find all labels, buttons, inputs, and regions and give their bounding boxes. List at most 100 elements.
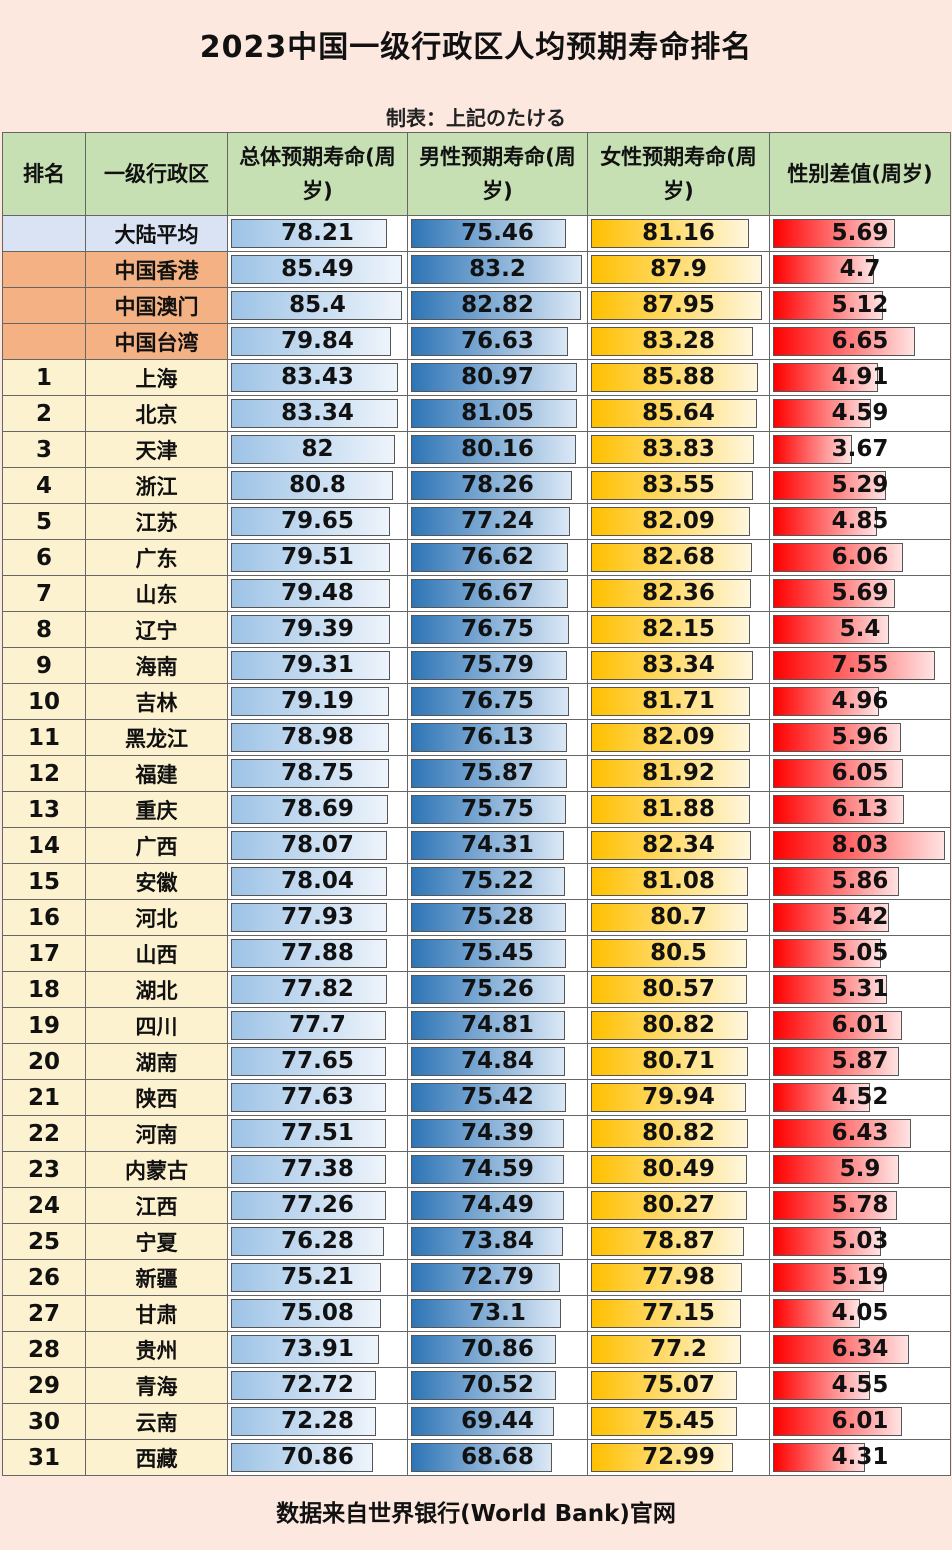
- region-name-cell: 浙江: [85, 467, 228, 504]
- total-value: 83.43: [281, 364, 354, 390]
- total-value: 78.69: [281, 796, 354, 822]
- table-row: 中国台湾 79.84 76.63 83.28 6.65: [2, 323, 951, 360]
- male-value: 74.39: [461, 1120, 534, 1146]
- rank-cell: 3: [2, 431, 86, 468]
- female-value: 82.09: [642, 724, 715, 750]
- male-value: 78.26: [461, 472, 534, 498]
- diff-bar: [773, 363, 878, 392]
- region-name-cell: 山东: [85, 575, 228, 612]
- diff-bar: [773, 1407, 902, 1436]
- male-value: 76.13: [461, 724, 534, 750]
- diff-cell: 5.03: [769, 1223, 951, 1260]
- source-note: 数据来自世界银行(World Bank)官网: [276, 1501, 676, 1527]
- female-value: 82.68: [642, 544, 715, 570]
- region-name-cell: 中国香港: [85, 251, 228, 288]
- diff-bar: [773, 1083, 870, 1112]
- male-cell: 74.59: [407, 1151, 588, 1188]
- diff-cell: 5.96: [769, 719, 951, 756]
- total-bar: [231, 255, 402, 284]
- region-name-cell: 江西: [85, 1187, 228, 1224]
- male-bar: [411, 1407, 554, 1436]
- table-row: 中国香港 85.49 83.2 87.9 4.7: [2, 251, 951, 288]
- region-name-cell: 中国澳门: [85, 287, 228, 324]
- diff-bar: [773, 1011, 902, 1040]
- total-value: 79.84: [281, 328, 354, 354]
- diff-cell: 6.06: [769, 539, 951, 576]
- male-bar: [411, 651, 567, 680]
- table-row: 5 江苏 79.65 77.24 82.09 4.85: [2, 503, 951, 540]
- male-value: 75.75: [461, 796, 534, 822]
- region-name-cell: 上海: [85, 359, 228, 396]
- rank-cell: [2, 287, 86, 324]
- female-bar: [591, 327, 753, 356]
- female-value: 75.45: [642, 1408, 715, 1434]
- region-name-cell: 海南: [85, 647, 228, 684]
- region-name-cell: 江苏: [85, 503, 228, 540]
- female-bar: [591, 1227, 744, 1256]
- region-name-cell: 黑龙江: [85, 719, 228, 756]
- total-cell: 77.82: [227, 971, 408, 1008]
- male-bar: [411, 291, 581, 320]
- total-bar: [231, 1011, 386, 1040]
- table-row: 18 湖北 77.82 75.26 80.57 5.31: [2, 971, 951, 1008]
- male-cell: 70.52: [407, 1367, 588, 1404]
- diff-bar: [773, 759, 903, 788]
- diff-value: 4.85: [831, 508, 889, 534]
- life-expectancy-table: 排名 一级行政区 总体预期寿命(周岁) 男性预期寿命(周岁) 女性预期寿命(周岁…: [2, 132, 951, 1476]
- diff-value: 5.42: [831, 904, 889, 930]
- male-cell: 76.75: [407, 611, 588, 648]
- male-bar: [411, 1263, 560, 1292]
- male-cell: 76.67: [407, 575, 588, 612]
- female-bar: [591, 543, 752, 572]
- female-value: 77.98: [642, 1264, 715, 1290]
- female-bar: [591, 1191, 747, 1220]
- female-value: 80.57: [642, 976, 715, 1002]
- total-value: 79.48: [281, 580, 354, 606]
- rank-cell: 2: [2, 395, 86, 432]
- female-bar: [591, 1119, 748, 1148]
- total-bar: [231, 795, 388, 824]
- diff-value: 6.13: [831, 796, 889, 822]
- total-bar: [231, 579, 390, 608]
- total-bar: [231, 831, 387, 860]
- total-cell: 79.65: [227, 503, 408, 540]
- region-name-cell: 湖南: [85, 1043, 228, 1080]
- female-value: 81.08: [642, 868, 715, 894]
- male-bar: [411, 1155, 564, 1184]
- diff-cell: 8.03: [769, 827, 951, 864]
- rank-cell: 17: [2, 935, 86, 972]
- male-value: 75.28: [461, 904, 534, 930]
- diff-cell: 5.4: [769, 611, 951, 648]
- male-value: 76.67: [461, 580, 534, 606]
- table-row: 16 河北 77.93 75.28 80.7 5.42: [2, 899, 951, 936]
- total-cell: 79.31: [227, 647, 408, 684]
- diff-cell: 6.34: [769, 1331, 951, 1368]
- male-bar: [411, 1371, 556, 1400]
- region-name-cell: 辽宁: [85, 611, 228, 648]
- diff-bar: [773, 471, 886, 500]
- male-bar: [411, 1083, 566, 1112]
- region-name-cell: 贵州: [85, 1331, 228, 1368]
- male-bar: [411, 219, 566, 248]
- total-bar: [231, 1443, 373, 1472]
- diff-cell: 4.7: [769, 251, 951, 288]
- diff-bar: [773, 543, 903, 572]
- total-value: 79.39: [281, 616, 354, 642]
- diff-value: 5.87: [831, 1048, 889, 1074]
- male-value: 69.44: [461, 1408, 534, 1434]
- rank-cell: 4: [2, 467, 86, 504]
- rank-cell: 16: [2, 899, 86, 936]
- female-bar: [591, 1263, 742, 1292]
- rank-cell: 10: [2, 683, 86, 720]
- male-bar: [411, 507, 570, 536]
- female-cell: 75.07: [587, 1367, 770, 1404]
- male-value: 74.59: [461, 1156, 534, 1182]
- female-cell: 81.88: [587, 791, 770, 828]
- female-value: 82.15: [642, 616, 715, 642]
- male-cell: 80.97: [407, 359, 588, 396]
- total-value: 79.31: [281, 652, 354, 678]
- diff-bar: [773, 831, 945, 860]
- female-value: 80.71: [642, 1048, 715, 1074]
- male-value: 74.49: [461, 1192, 534, 1218]
